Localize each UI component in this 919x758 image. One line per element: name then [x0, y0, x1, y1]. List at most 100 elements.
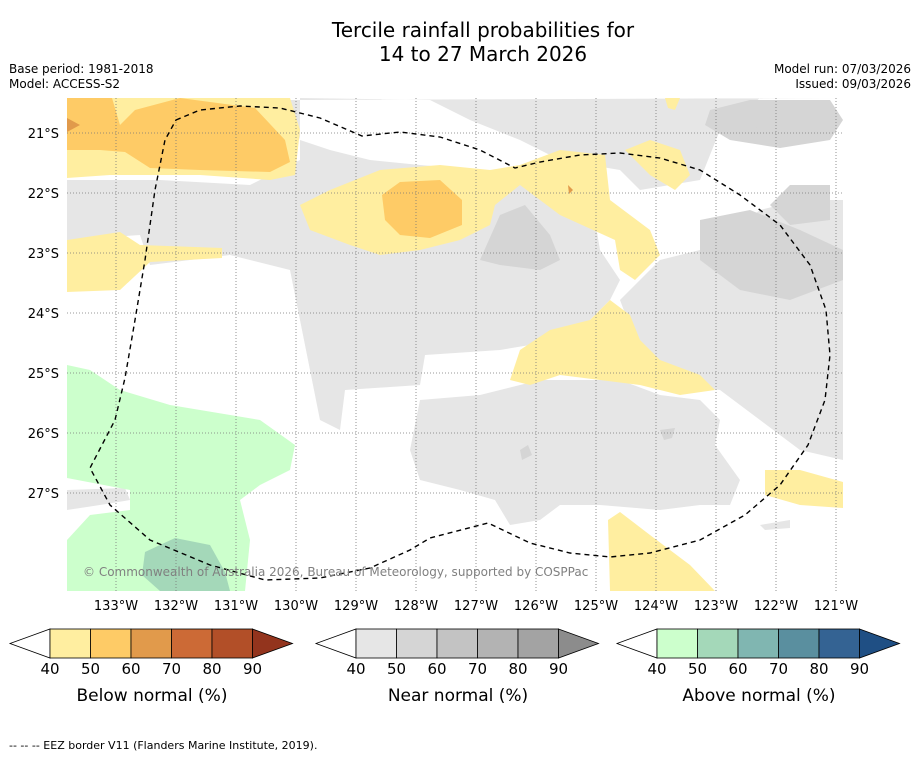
lat-label-27: 27°S	[28, 487, 59, 502]
colorbar-below-segment	[90, 628, 132, 659]
lat-label-26: 26°S	[28, 427, 59, 442]
lon-label-125: 125°W	[574, 599, 618, 614]
colorbar-below-high-extension	[252, 628, 294, 659]
below-normal-high-spot-2	[568, 185, 573, 194]
lat-label-25: 25°S	[28, 367, 59, 382]
lon-label-126: 126°W	[514, 599, 558, 614]
below-normal-high-spot	[67, 118, 80, 132]
colorbar-below-tick: 60	[121, 660, 141, 678]
colorbar-below-tick: 50	[80, 660, 101, 678]
colorbar-near-segment	[396, 628, 438, 659]
model-run-label: Model run: 07/03/2026	[773, 62, 911, 76]
lon-label-133: 133°W	[94, 599, 138, 614]
meta-left: Base period: 1981-2018 Model: ACCESS-S2	[9, 62, 154, 92]
colorbar-near-segment	[436, 628, 478, 659]
lat-label-24: 24°S	[28, 307, 59, 322]
near-normal-mid-4	[480, 205, 560, 270]
colorbar-above-segment	[778, 628, 820, 659]
colorbar-below-tick: 40	[40, 660, 60, 678]
lon-label-123: 123°W	[694, 599, 738, 614]
chart-title: Tercile rainfall probabilities for 14 to…	[0, 18, 919, 66]
colorbar-above-segment	[737, 628, 779, 659]
below-normal-region-middle	[510, 300, 715, 395]
near-normal-mid-7	[660, 428, 675, 440]
near-normal-mid-6	[520, 445, 532, 460]
below-normal-mid-central	[382, 180, 462, 238]
colorbar-below-title: Below normal (%)	[76, 686, 228, 706]
above-normal-region-west	[67, 365, 295, 591]
colorbar-near-tick: 60	[427, 660, 447, 678]
colorbar-near-tick: 90	[548, 660, 569, 678]
colorbar-near-title: Near normal (%)	[387, 686, 529, 706]
lon-label-128: 128°W	[394, 599, 438, 614]
map-fields	[67, 98, 843, 591]
colorbar-above-segment	[656, 628, 698, 659]
below-normal-region-east-ne	[625, 140, 690, 190]
longitude-labels: 133°W 132°W 131°W 130°W 129°W 128°W 127°…	[94, 599, 858, 614]
colorbar-above-segment	[697, 628, 739, 659]
below-normal-region-top	[665, 98, 680, 110]
colorbar-below-tick: 70	[161, 660, 182, 678]
colorbar-above-tick: 90	[849, 660, 870, 678]
below-normal-mid-northwest	[67, 98, 290, 172]
colorbar-above-tick: 80	[809, 660, 829, 678]
below-normal-region-central	[300, 150, 660, 280]
colorbar-above-normal	[615, 628, 901, 659]
map-gridlines	[67, 98, 843, 591]
colorbar-below-segment	[130, 628, 172, 659]
meta-right: Model run: 07/03/2026 Issued: 09/03/2026	[774, 62, 911, 92]
colorbar-below-segment	[49, 628, 91, 659]
colorbar-below-segment	[171, 628, 213, 659]
colorbar-above-tick: 60	[728, 660, 748, 678]
near-normal-mid-5	[755, 115, 782, 132]
colorbar-above-tick: 50	[687, 660, 708, 678]
colorbar-near-normal	[314, 628, 600, 659]
model-label: Model: ACCESS-S2	[9, 77, 121, 91]
near-normal-mid-2	[770, 185, 830, 225]
below-normal-region-west	[67, 232, 222, 292]
below-normal-region-southeast	[608, 512, 715, 591]
colorbar-near-tick: 70	[467, 660, 488, 678]
colorbar-near-segment	[355, 628, 397, 659]
colorbar-near-tick: 50	[386, 660, 407, 678]
lon-label-130: 130°W	[274, 599, 318, 614]
title-line-2: 14 to 27 March 2026	[378, 42, 588, 66]
colorbar-above-tick: 40	[647, 660, 667, 678]
colorbar-below-low-extension	[8, 628, 51, 659]
lon-label-127: 127°W	[454, 599, 498, 614]
colorbar-near-high-extension	[558, 628, 600, 659]
near-normal-region-south	[410, 380, 740, 525]
lon-label-124: 124°W	[634, 599, 678, 614]
colorbar-near-tick: 80	[508, 660, 528, 678]
colorbar-below-normal	[8, 628, 294, 659]
near-normal-mid-3	[700, 210, 843, 300]
lat-label-21: 21°S	[28, 127, 59, 142]
lat-label-23: 23°S	[28, 247, 59, 262]
colorbar-below-tick: 80	[202, 660, 222, 678]
colorbar-near-tick: 40	[346, 660, 366, 678]
eez-footnote: -- -- -- EEZ border V11 (Flanders Marine…	[9, 739, 318, 752]
lon-label-121: 121°W	[814, 599, 858, 614]
above-normal-mid-southwest	[142, 538, 230, 591]
near-normal-region-east	[760, 520, 790, 530]
near-normal-region-west	[67, 488, 130, 510]
colorbar-above-tick: 70	[768, 660, 789, 678]
title-line-1: Tercile rainfall probabilities for	[331, 18, 635, 42]
colorbar-below-segment	[211, 628, 253, 659]
colorbar-above-low-extension	[615, 628, 658, 659]
latitude-labels: 21°S 22°S 23°S 24°S 25°S 26°S 27°S	[28, 127, 59, 502]
lon-label-132: 132°W	[154, 599, 198, 614]
issued-label: Issued: 09/03/2026	[795, 77, 911, 91]
colorbar-near-segment	[477, 628, 519, 659]
base-period-label: Base period: 1981-2018	[9, 62, 154, 76]
lat-label-22: 22°S	[28, 187, 59, 202]
lon-label-122: 122°W	[754, 599, 798, 614]
copyright-notice: © Commonwealth of Australia 2026, Bureau…	[83, 565, 589, 579]
colorbar-above-title: Above normal (%)	[682, 686, 836, 706]
colorbar-below-tick: 90	[242, 660, 263, 678]
lon-label-129: 129°W	[334, 599, 378, 614]
colorbar-above-high-extension	[859, 628, 901, 659]
colorbar-above-segment	[818, 628, 860, 659]
lon-label-131: 131°W	[214, 599, 258, 614]
